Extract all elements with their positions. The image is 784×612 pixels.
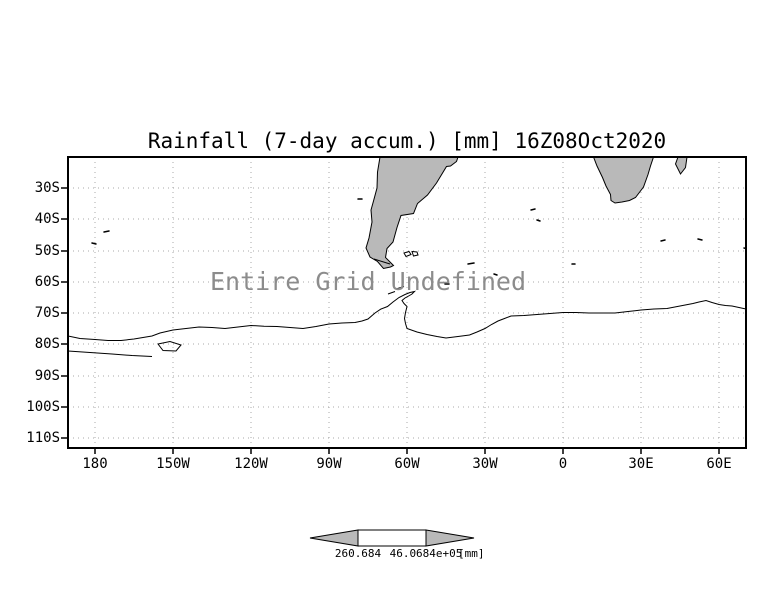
x-tick-label: 180 [82,456,108,472]
x-tick-label: 120W [234,456,268,472]
x-tick-label: 60E [706,456,732,472]
colorbar [309,529,475,547]
plot-title: Rainfall (7-day accum.) [mm] 16Z08Oct202… [147,129,667,153]
ross-ice-shelf-line [68,350,153,357]
x-tick-label: 0 [558,456,568,472]
y-tick-label: 50S [34,243,60,259]
y-tick-label: 30S [34,180,60,196]
colorbar-tick-label: 46.0684e+05 [389,547,463,560]
small-islands [91,198,746,285]
south-america-landmass [365,157,459,270]
y-axis-ticks [61,187,68,439]
x-tick-label: 30E [628,456,654,472]
antarctica-coastline [68,290,746,341]
y-tick-label: 60S [34,274,60,290]
vertical-gridlines [94,157,720,448]
falkland-islands [403,250,419,258]
y-tick-label: 90S [34,368,60,384]
x-tick-label: 150W [156,456,190,472]
coastline-layer [68,157,746,357]
colorbar-tick-label: 260.684 [334,547,382,560]
y-tick-label: 70S [34,305,60,321]
x-tick-label: 30W [472,456,498,472]
colorbar-segment [357,529,427,547]
colorbar-units-label: [mm] [458,547,485,560]
roosevelt-island [157,340,182,352]
x-tick-label: 60W [394,456,420,472]
magellan-strait-line [373,258,391,265]
y-tick-label: 40S [34,211,60,227]
south-shetland-islands [387,286,405,295]
x-axis-ticks [94,448,720,454]
undefined-message: Entire Grid Undefined [209,267,527,296]
madagascar-landmass [674,157,688,175]
southern-africa-landmass [592,157,655,204]
y-tick-label: 100S [26,399,60,415]
colorbar-left-arrow [309,529,359,547]
colorbar-right-arrow [425,529,475,547]
y-tick-label: 80S [34,336,60,352]
y-tick-label: 110S [26,430,60,446]
x-tick-label: 90W [316,456,342,472]
